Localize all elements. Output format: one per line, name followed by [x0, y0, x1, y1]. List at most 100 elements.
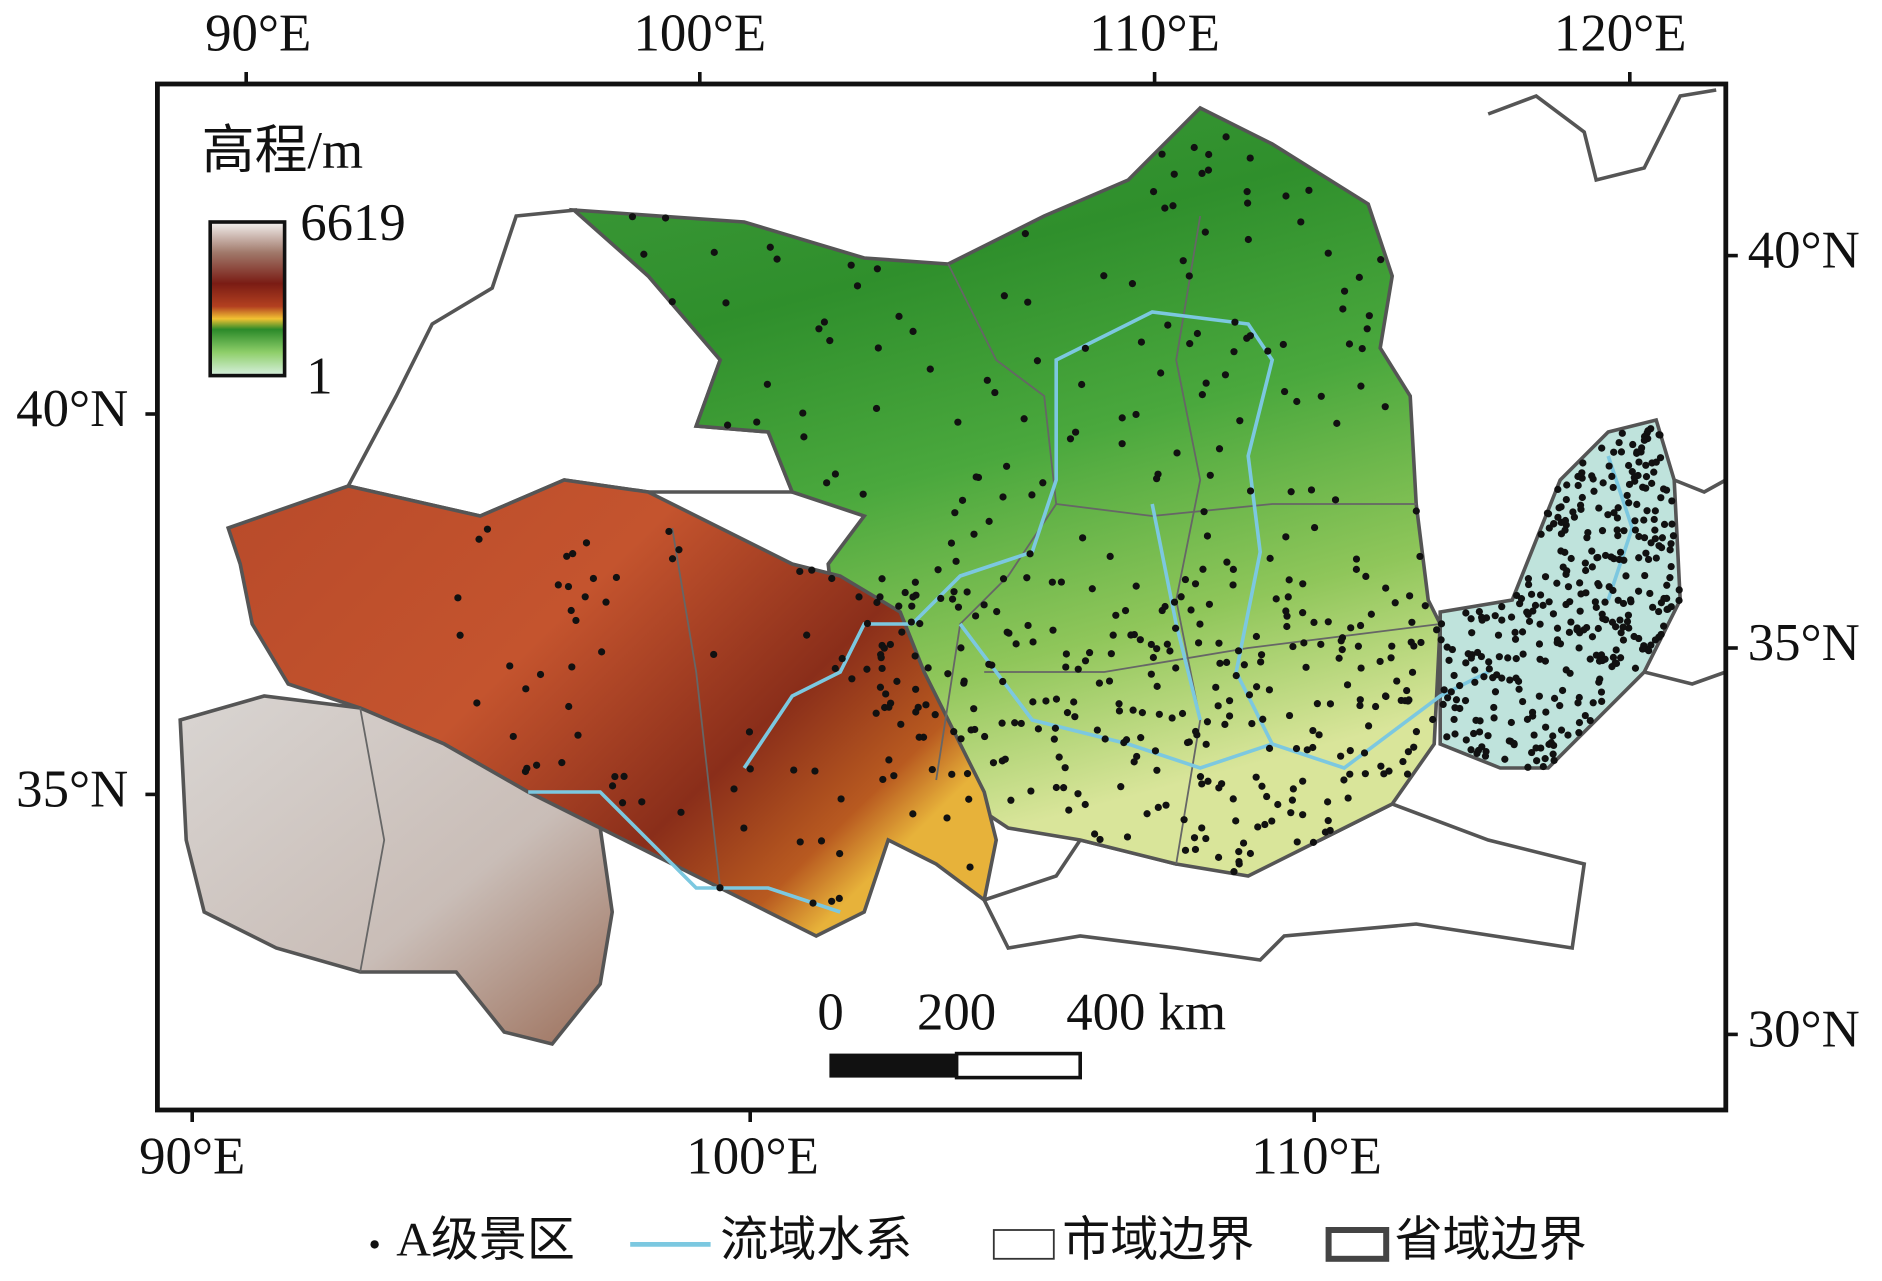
- scenic-spot: [853, 282, 862, 290]
- scenic-spot: [746, 765, 754, 773]
- scenic-spot: [1566, 598, 1574, 606]
- scenic-spot: [1356, 621, 1365, 630]
- scenic-spot: [563, 552, 571, 560]
- scenic-spot: [1117, 783, 1125, 791]
- scenic-spot: [533, 761, 541, 769]
- scenic-spot: [1391, 599, 1399, 607]
- scenic-spot: [1566, 669, 1574, 677]
- scenic-spot: [808, 566, 816, 574]
- scenic-spot: [1447, 688, 1455, 696]
- scenic-spot: [1666, 546, 1674, 554]
- scenic-spot: [963, 588, 971, 596]
- scenic-spot: [1367, 610, 1375, 618]
- scale-bar-white: [954, 1051, 1082, 1080]
- scenic-spot: [1337, 637, 1345, 645]
- scenic-spot: [911, 578, 919, 586]
- scenic-spot: [1051, 724, 1060, 732]
- scenic-spot: [1580, 626, 1588, 634]
- scenic-spot: [1024, 621, 1032, 630]
- scenic-spot: [1317, 392, 1325, 400]
- scenic-spot: [1091, 830, 1099, 838]
- scenic-spot: [1093, 726, 1101, 734]
- scenic-spot: [1284, 593, 1292, 601]
- scenic-spot: [1462, 609, 1470, 617]
- scenic-spot: [1337, 752, 1345, 760]
- scenic-spot: [1608, 618, 1617, 626]
- scenic-spot: [1137, 338, 1146, 346]
- scenic-spot: [1147, 670, 1155, 678]
- scenic-spot: [1399, 757, 1407, 766]
- scenic-spot: [1477, 652, 1486, 661]
- scenic-spot: [1115, 700, 1123, 708]
- scenic-spot: [1190, 143, 1198, 152]
- scenic-spot: [1528, 748, 1536, 757]
- scenic-spot: [1244, 235, 1252, 244]
- scenic-spot: [1594, 580, 1602, 588]
- lon-label: 120°E: [1554, 5, 1687, 63]
- scenic-spot: [1498, 674, 1506, 682]
- scenic-spot: [1205, 150, 1213, 159]
- scenic-spot: [859, 490, 867, 498]
- scenic-spot: [1525, 617, 1534, 625]
- scenic-spot: [836, 849, 844, 858]
- legend-label: 省域边界: [1395, 1213, 1587, 1266]
- scenic-spot: [796, 567, 804, 576]
- scenic-spot: [1147, 640, 1155, 649]
- scenic-spot: [1507, 613, 1516, 621]
- scenic-spot: [1652, 554, 1660, 562]
- lon-label: 90°E: [139, 1128, 245, 1186]
- scenic-spot: [909, 327, 917, 336]
- scenic-spot: [1181, 575, 1190, 584]
- scenic-spot: [1561, 526, 1569, 534]
- scenic-spot: [1221, 371, 1230, 379]
- scenic-spot: [1017, 719, 1025, 728]
- scenic-spot: [1382, 584, 1390, 592]
- scenic-spot: [1161, 602, 1169, 611]
- scenic-spot: [1287, 809, 1295, 817]
- scenic-spot: [1186, 340, 1194, 348]
- scenic-spot: [1576, 607, 1584, 615]
- legend-province: [1325, 1226, 1390, 1262]
- scenic-spot: [1592, 603, 1600, 611]
- scenic-spot: [1601, 598, 1609, 606]
- scenic-spot: [948, 595, 957, 603]
- scenic-spot: [509, 732, 517, 741]
- scenic-spot: [1352, 555, 1361, 563]
- scenic-spot: [1658, 534, 1666, 542]
- scenic-spot: [893, 677, 901, 685]
- scenic-spot: [1657, 630, 1665, 639]
- scenic-spot: [1523, 608, 1531, 616]
- scenic-spot: [475, 535, 483, 543]
- scenic-spot: [1541, 755, 1549, 763]
- scenic-spot: [1467, 615, 1475, 623]
- scenic-spot: [1297, 218, 1305, 226]
- scenic-spot: [1412, 507, 1420, 515]
- scenic-spot: [1061, 764, 1069, 772]
- scenic-spot: [1274, 800, 1282, 809]
- scenic-spot: [1634, 587, 1643, 595]
- scenic-spot: [960, 679, 968, 687]
- scenic-spot: [1448, 645, 1457, 654]
- scenic-spot: [1007, 796, 1015, 804]
- scenic-spot: [668, 555, 677, 563]
- scenic-spot: [1232, 671, 1240, 680]
- scenic-spot: [1668, 520, 1676, 528]
- scenic-spot: [611, 772, 619, 781]
- scenic-spot: [1118, 440, 1126, 448]
- scenic-spot: [1662, 486, 1671, 494]
- scenic-spot: [983, 376, 991, 384]
- scenic-spot: [1597, 688, 1606, 696]
- scenic-spot: [1285, 576, 1293, 584]
- scenic-spot: [1346, 747, 1354, 755]
- scenic-spot: [1299, 811, 1307, 819]
- scenic-spot: [1254, 823, 1262, 831]
- scenic-spot: [1523, 715, 1532, 723]
- scenic-spot: [1403, 770, 1412, 778]
- scenic-spot: [877, 654, 885, 662]
- lat-label: 40°N: [1748, 222, 1860, 280]
- scenic-spot: [874, 344, 882, 352]
- scenic-spot: [1524, 580, 1533, 589]
- scenic-spot: [1285, 711, 1294, 720]
- scenic-spot: [1614, 532, 1622, 540]
- scenic-spot: [1531, 601, 1540, 609]
